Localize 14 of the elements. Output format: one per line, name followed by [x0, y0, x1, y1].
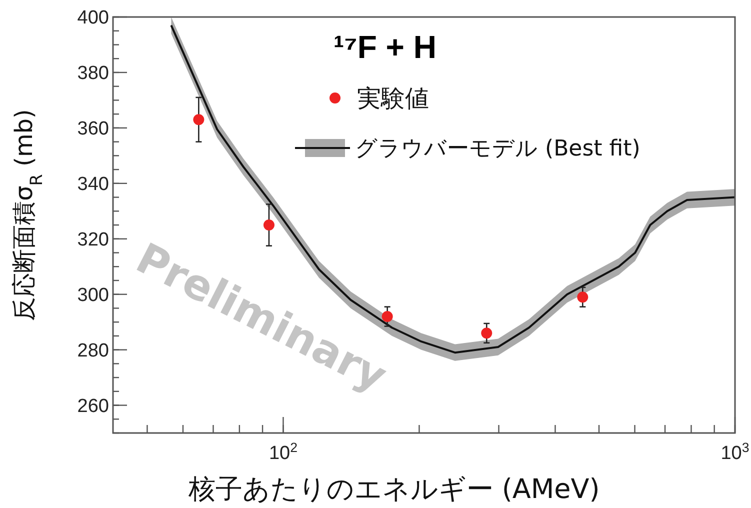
y-tick-label: 360: [77, 118, 109, 140]
chart-title: ¹⁷F + H: [334, 29, 436, 65]
y-tick-label: 320: [77, 230, 109, 251]
x-axis-title: 核子あたりのエネルギー (AMeV): [187, 474, 600, 505]
legend-label: 実験値: [357, 84, 429, 112]
x-tick-label: 10$^{2}$: [268, 440, 298, 464]
y-tick-label: 340: [77, 174, 109, 196]
legend-label: グラウバーモデル (Best fit): [355, 136, 640, 162]
y-tick-label: 400: [77, 8, 109, 29]
y-tick-label: 300: [77, 284, 109, 306]
y-tick-label: 380: [77, 63, 109, 84]
y-tick-label: 260: [77, 396, 109, 417]
x-tick-label: 10$^{3}$: [720, 440, 750, 464]
y-tick-label: 280: [77, 340, 109, 362]
